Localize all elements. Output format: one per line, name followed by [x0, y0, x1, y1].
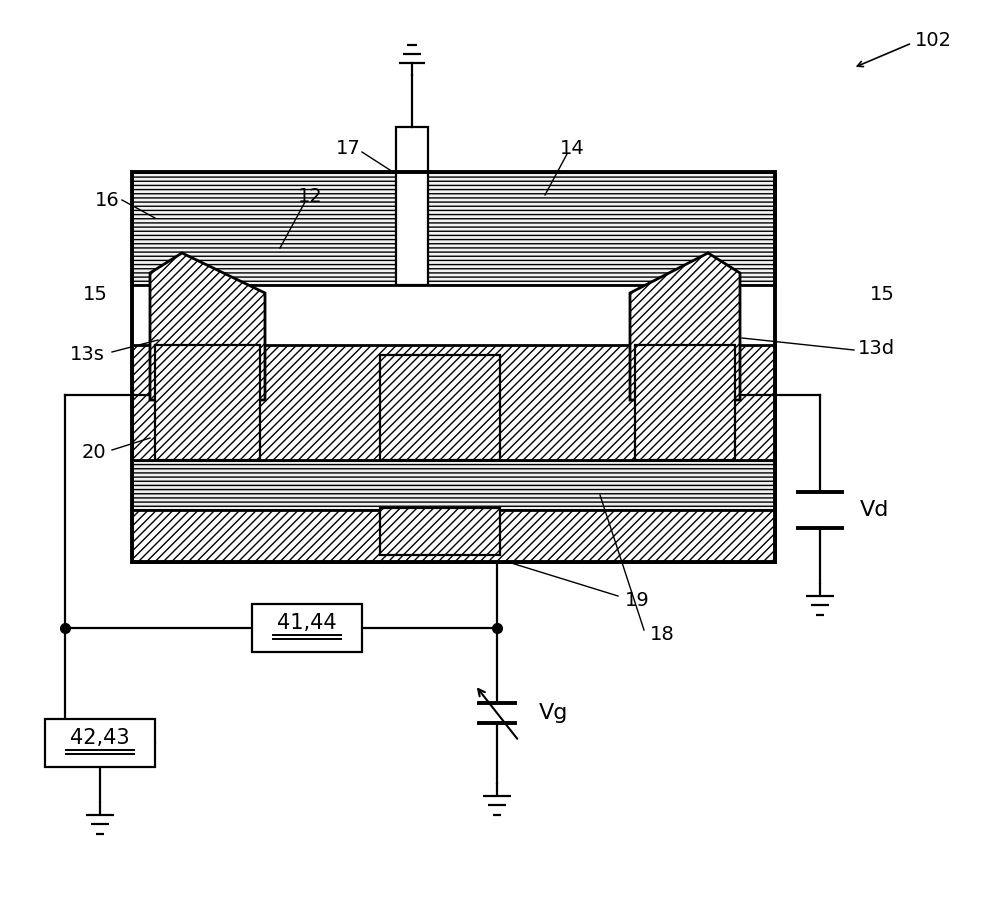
Text: Vd: Vd [860, 500, 889, 520]
Text: 20: 20 [81, 442, 106, 462]
Text: 41,44: 41,44 [277, 613, 337, 633]
Polygon shape [635, 345, 735, 460]
Text: 13s: 13s [70, 345, 105, 365]
Text: 14: 14 [560, 139, 584, 157]
Bar [132, 460, 775, 510]
Text: 16: 16 [95, 190, 120, 209]
Polygon shape [380, 355, 500, 460]
Polygon shape [380, 508, 500, 555]
Bar [252, 604, 362, 652]
Bar [45, 719, 155, 767]
Text: 42,43: 42,43 [70, 728, 130, 748]
Text: 13d: 13d [858, 338, 895, 357]
Text: Vg: Vg [539, 703, 568, 723]
Polygon shape [150, 253, 265, 400]
Text: 19: 19 [625, 590, 650, 610]
Text: 15: 15 [870, 285, 895, 304]
Bar [132, 510, 775, 562]
Polygon shape [155, 345, 260, 460]
Bar [132, 172, 775, 562]
Bar [132, 345, 775, 460]
Bar [396, 127, 428, 285]
Polygon shape [630, 253, 740, 400]
Text: 12: 12 [298, 186, 322, 206]
Bar [132, 172, 775, 285]
Text: 102: 102 [915, 30, 952, 49]
Text: 18: 18 [650, 625, 675, 644]
Text: 15: 15 [83, 285, 108, 304]
Text: 17: 17 [336, 139, 360, 157]
